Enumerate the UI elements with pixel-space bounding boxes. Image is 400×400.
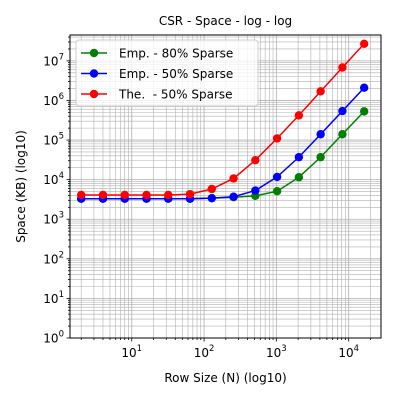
ticks: 101 102 103 104 100 101 102 103 104 105 106 107 [43, 36, 371, 360]
legend-marker [89, 89, 99, 99]
x-tick-label: 103 [266, 344, 287, 360]
data-point [142, 190, 151, 200]
data-point [294, 173, 304, 182]
data-point [207, 193, 217, 203]
data-point [120, 190, 129, 200]
y-tick-label: 103 [43, 211, 64, 227]
data-point [359, 39, 369, 48]
data-point [316, 130, 325, 139]
data-point [164, 190, 173, 200]
data-point [98, 190, 108, 200]
x-tick-label: 101 [121, 344, 142, 360]
data-point [294, 111, 304, 120]
y-tick-label: 105 [43, 132, 64, 148]
legend-entry: Emp. - 80% Sparse [81, 47, 233, 61]
y-tick-label: 100 [43, 330, 64, 346]
data-point [77, 190, 86, 200]
data-point [359, 83, 369, 92]
data-point [316, 87, 325, 96]
legend: Emp. - 80% Sparse Emp. - 50% Sparse The. -… [75, 39, 259, 107]
chart-title: CSR - Space - log - log [159, 14, 292, 28]
y-tick-label: 101 [43, 290, 64, 306]
series-layer [77, 39, 369, 203]
x-tick-label: 104 [338, 344, 359, 360]
legend-label: Emp. - 80% Sparse [119, 47, 233, 61]
data-point [272, 172, 282, 182]
data-point [338, 130, 347, 139]
data-point [272, 187, 282, 196]
data-point [294, 152, 304, 162]
data-point [272, 134, 282, 143]
data-point [338, 106, 347, 116]
legend-items: Emp. - 80% Sparse Emp. - 50% Sparse The. -… [81, 47, 233, 102]
data-point [338, 63, 347, 72]
y-tick-label: 106 [43, 92, 64, 108]
data-point [185, 189, 195, 199]
legend-label: The. - 50% Sparse [118, 88, 233, 102]
legend-marker [89, 69, 99, 78]
data-point [251, 186, 260, 195]
y-axis-label: Space (KB) (log10) [14, 130, 28, 243]
series-3 [77, 39, 369, 200]
data-point [229, 192, 238, 201]
legend-box [75, 39, 259, 107]
x-axis-label: Row Size (N) (log10) [164, 371, 286, 385]
data-point [316, 152, 325, 162]
data-point [207, 184, 217, 194]
y-tick-label: 104 [43, 171, 64, 187]
y-tick-label: 102 [43, 250, 64, 266]
y-tick-label: 107 [43, 52, 64, 68]
legend-label: Emp. - 50% Sparse [119, 67, 233, 81]
data-point [229, 174, 238, 183]
x-tick-label: 102 [194, 344, 215, 360]
data-point [251, 155, 260, 165]
legend-entry: The. - 50% Sparse [81, 88, 233, 102]
data-point [359, 107, 369, 116]
legend-entry: Emp. - 50% Sparse [81, 67, 233, 81]
legend-marker [89, 48, 99, 58]
